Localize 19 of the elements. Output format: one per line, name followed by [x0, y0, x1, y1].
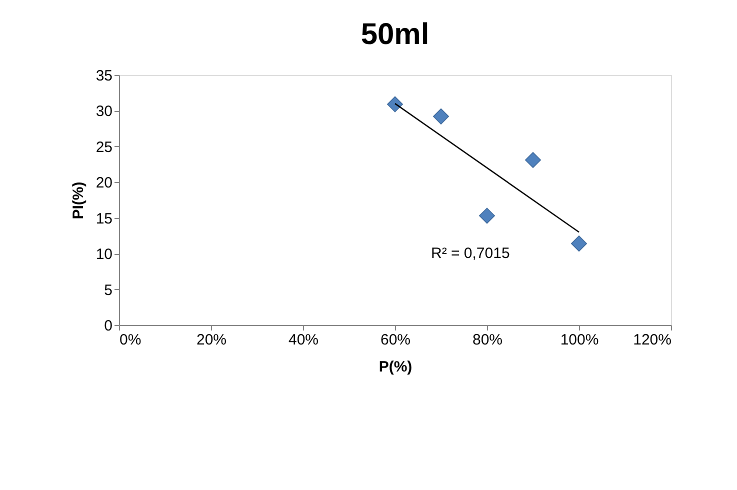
x-tick-label: 40% [288, 332, 319, 348]
y-tick-label: 10 [96, 246, 112, 264]
y-tick-label: 0 [104, 318, 112, 334]
y-tick-label: 5 [104, 282, 112, 299]
x-tick-label: 120% [633, 332, 672, 348]
x-tick-label: 80% [472, 332, 503, 348]
y-tick-label: 30 [96, 103, 112, 120]
x-tick-label: 60% [380, 332, 411, 348]
x-tick-label: 100% [560, 332, 599, 348]
x-tick-label: 0% [120, 332, 142, 348]
x-axis-title: P(%) [378, 358, 412, 376]
annotation: R² = 0,7015 [431, 245, 510, 262]
chart-title: 50ml [360, 18, 430, 51]
y-axis-title: PI(%) [70, 182, 87, 220]
y-tick-label: 25 [96, 138, 112, 156]
y-tick-label: 35 [96, 68, 112, 84]
y-tick-label: 20 [96, 174, 112, 192]
y-tick-label: 15 [96, 210, 112, 228]
x-tick-label: 20% [196, 332, 227, 348]
